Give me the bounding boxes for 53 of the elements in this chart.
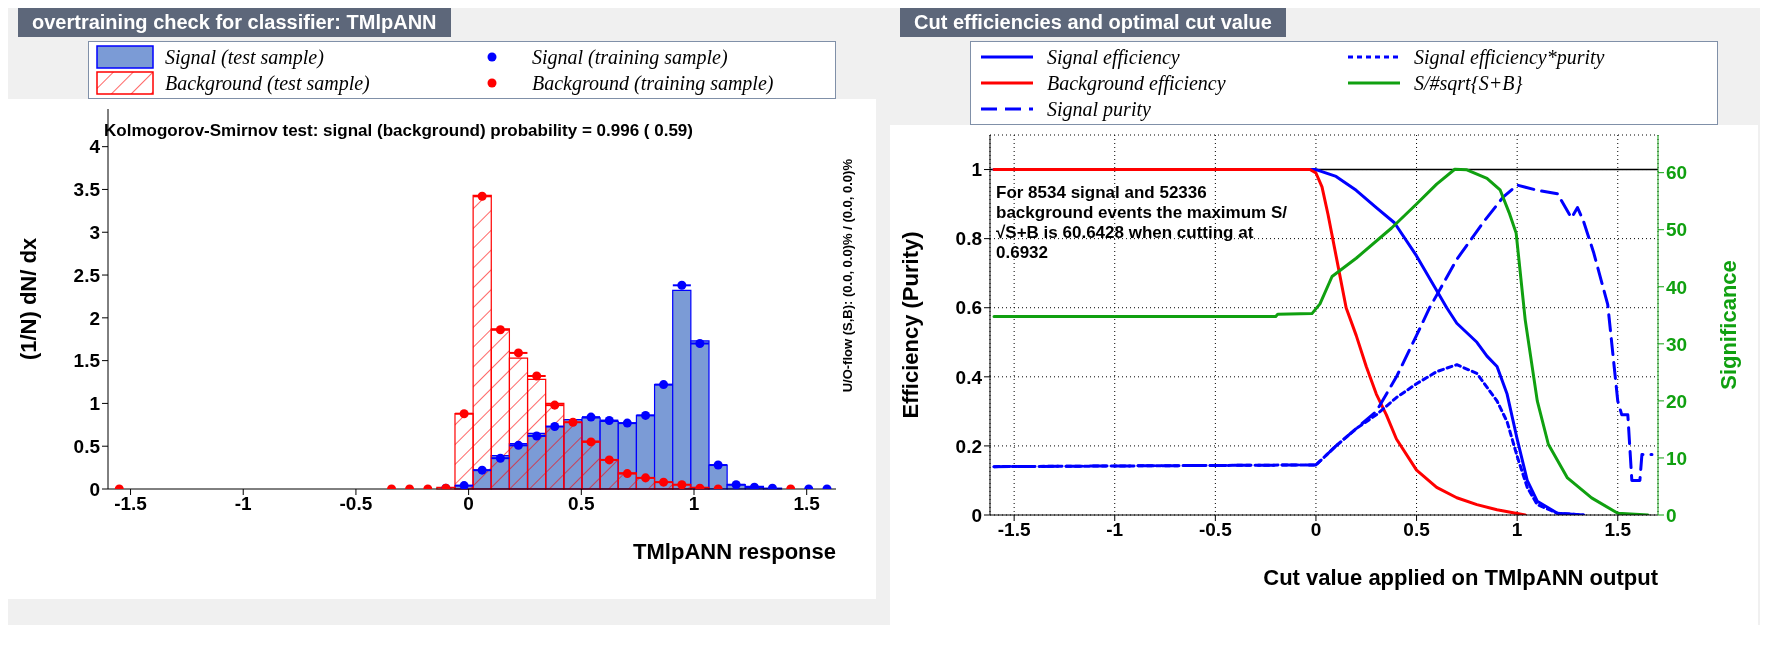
y2-tick-label: 20: [1666, 390, 1688, 412]
x-tick-label: -0.5: [1198, 519, 1233, 541]
x-tick-label: -0.5: [339, 493, 373, 515]
x-tick-label: 0.5: [568, 493, 595, 515]
x-axis-title: Cut value applied on TMlpANN output: [1263, 565, 1659, 590]
y2-tick-label: 40: [1666, 276, 1688, 298]
y-axis-title: Efficiency (Purity): [897, 231, 923, 419]
legend-label: Signal efficiency: [1047, 45, 1180, 69]
y-tick-label: 0.5: [73, 435, 101, 457]
x-tick-label: -1.5: [114, 493, 148, 515]
legend-label: Background (test sample): [165, 71, 370, 95]
text: U/O-flow (S,B): (0.0, 0.0)% / (0.0, 0.0)%: [840, 159, 855, 393]
x-tick-label: -1: [1106, 519, 1124, 541]
x-tick-label: 0.5: [1403, 519, 1431, 541]
y-tick-label: 2.5: [73, 264, 101, 286]
y-tick-label: 0: [89, 478, 100, 500]
annotation: Kolmogorov-Smirnov test: signal (background) probability = 0.996 ( 0.59): [104, 121, 694, 141]
x-tick-label: 1.5: [793, 493, 821, 515]
x-tick-label: 1: [1511, 519, 1523, 541]
y2-tick-label: 60: [1666, 162, 1688, 184]
y-axis-title: (1/N) dN/ dx: [15, 237, 41, 361]
legend-label: Signal (test sample): [165, 45, 324, 69]
y-tick-label: 3: [89, 221, 100, 243]
legend-label: Background efficiency: [1047, 71, 1226, 95]
y-tick-label: 1.5: [73, 350, 101, 372]
y2-axis-title: Significance: [1715, 260, 1741, 390]
legend-label: Background (training sample): [532, 71, 774, 95]
annotation: For 8534 signal and 52336 background events the maximum S/√S+B is 60.6428 when cutting at 0.6932: [996, 183, 1288, 263]
y2-tick-label: 10: [1666, 447, 1688, 469]
x-axis-title: TMlpANN response: [633, 539, 836, 564]
y-tick-label: 0.4: [955, 366, 983, 388]
legend-label: Signal efficiency*purity: [1414, 45, 1605, 69]
legend-label: Signal purity: [1047, 97, 1151, 121]
y-tick-label: 0.6: [955, 297, 982, 319]
y-tick-label: 2: [89, 307, 100, 329]
y2-tick-label: 30: [1666, 333, 1688, 355]
x-tick-label: -1.5: [997, 519, 1031, 541]
y-tick-label: 1: [971, 159, 983, 181]
chart-title: overtraining check for classifier: TMlpANN: [18, 8, 451, 37]
chart-title: Cut efficiencies and optimal cut value: [900, 8, 1286, 37]
y-tick-label: 0.2: [955, 435, 982, 457]
y-tick-label: 3.5: [73, 179, 101, 201]
legend-label: Signal (training sample): [532, 45, 728, 69]
y-tick-label: 0.8: [955, 228, 982, 250]
legend-label: S/#sqrt{S+B}: [1414, 71, 1523, 95]
x-tick-label: 0: [1310, 519, 1322, 541]
x-tick-label: -1: [234, 493, 253, 515]
x-tick-label: 1.5: [1604, 519, 1632, 541]
y-tick-label: 4: [89, 136, 101, 158]
y-tick-label: 1: [89, 393, 101, 415]
y2-tick-label: 50: [1666, 219, 1688, 241]
x-tick-label: 1: [688, 493, 700, 515]
x-tick-label: 0: [463, 493, 474, 515]
